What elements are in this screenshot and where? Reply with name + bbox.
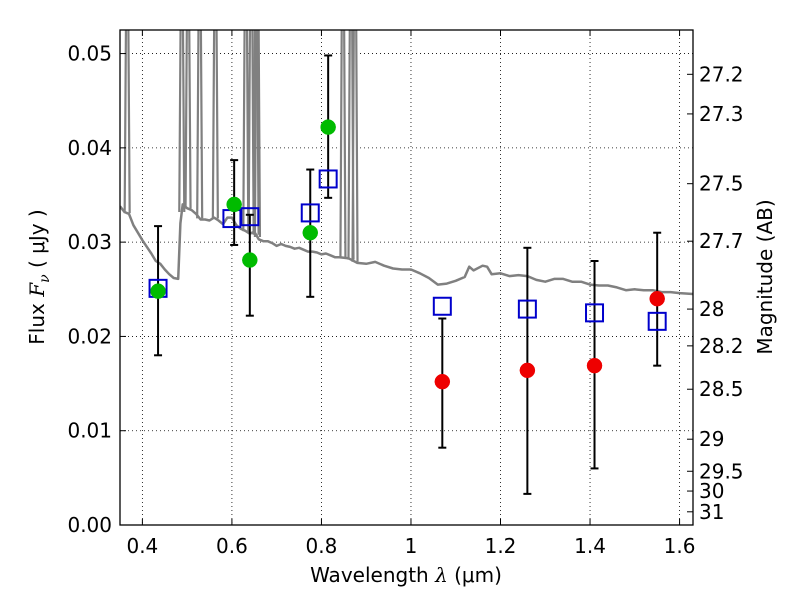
model-flux-square — [647, 311, 667, 331]
x-axis-label-prefix: Wavelength — [310, 563, 435, 587]
observed-flux-point — [519, 362, 536, 379]
observed-flux-point — [150, 283, 166, 299]
model-flux-square — [300, 203, 320, 223]
right-tick-label: 28 — [699, 297, 724, 321]
observed-flux-point — [226, 196, 242, 213]
x-tick-label: 1.2 — [485, 534, 517, 558]
plot-frame — [119, 29, 694, 526]
observed-flux-point — [434, 373, 451, 390]
y-tick-label: 0.05 — [67, 42, 112, 66]
model-spectrum — [120, 30, 693, 296]
right-tick-label: 27.7 — [699, 229, 744, 253]
model-flux-square — [240, 207, 260, 227]
y-axis-label-prefix: Flux — [25, 297, 49, 345]
right-tick-label: 27.2 — [699, 62, 744, 86]
model-flux-square — [318, 169, 338, 189]
right-tick-label: 27.5 — [699, 172, 744, 196]
spectrum-emission-line — [339, 30, 347, 258]
spectrum-emission-line — [211, 30, 219, 219]
observed-flux-point — [649, 290, 665, 307]
observed-flux-point — [302, 224, 319, 241]
grid — [120, 30, 693, 526]
spectrum-emission-line — [247, 30, 255, 234]
y-tick-label: 0.03 — [67, 230, 112, 254]
spectrum-emission-line — [253, 30, 262, 238]
model-flux-square — [517, 299, 537, 319]
x-axis-label: Wavelength λ (μm) — [310, 563, 502, 587]
x-tick-label: 1 — [405, 534, 418, 558]
plot-area — [120, 30, 693, 525]
spectrum-emission-line — [351, 30, 359, 262]
right-tick-label: 30 — [699, 479, 724, 503]
spectrum-emission-line — [184, 30, 192, 209]
x-tick-label: 1.4 — [574, 534, 606, 558]
right-tick-label: 31 — [699, 500, 724, 524]
spectrum-emission-line — [252, 30, 260, 235]
spectrum-emission-line — [178, 30, 186, 212]
error-bars — [154, 54, 662, 495]
right-tick-label: 29.5 — [699, 459, 744, 483]
right-tick-label: 28.5 — [699, 377, 744, 401]
spectrum-emission-line — [242, 30, 250, 232]
y-axis-label: Flux Fν ( μJy ) — [25, 209, 53, 344]
axis-ticks: 0.4 0.6 0.8 1 1.2 1.4 1.6 0.00 0.01 0.02 0.03 0.04 0… — [67, 30, 744, 558]
observed-flux-point — [242, 252, 258, 268]
x-tick-label: 1.6 — [664, 534, 696, 558]
model-flux-square — [432, 296, 452, 316]
right-tick-label: 29 — [699, 427, 724, 451]
x-tick-label: 0.8 — [306, 534, 338, 558]
y-axis-label-symbol: F — [25, 282, 49, 298]
right-tick-label: 27.3 — [699, 102, 744, 126]
observed-flux-point — [320, 119, 336, 135]
x-axis-label-suffix: (μm) — [448, 563, 502, 587]
right-tick-label: 28.2 — [699, 334, 744, 358]
y-tick-label: 0.00 — [67, 513, 112, 537]
spectrum-emission-line — [196, 30, 204, 219]
data-markers — [148, 119, 667, 390]
observed-flux-point — [586, 357, 603, 374]
y-tick-label: 0.02 — [67, 324, 112, 348]
x-tick-label: 0.6 — [216, 534, 248, 558]
y-tick-label: 0.04 — [67, 136, 112, 160]
x-tick-label: 0.4 — [126, 534, 158, 558]
x-axis-label-symbol: λ — [434, 563, 448, 587]
model-flux-square — [585, 303, 605, 323]
right-axis-label: Magnitude (AB) — [753, 199, 777, 354]
y-axis-label-subscript: ν — [37, 274, 53, 283]
y-axis-label-suffix: ( μJy ) — [25, 209, 49, 274]
y-tick-label: 0.01 — [67, 419, 112, 443]
spectrum-emission-line — [123, 30, 131, 214]
